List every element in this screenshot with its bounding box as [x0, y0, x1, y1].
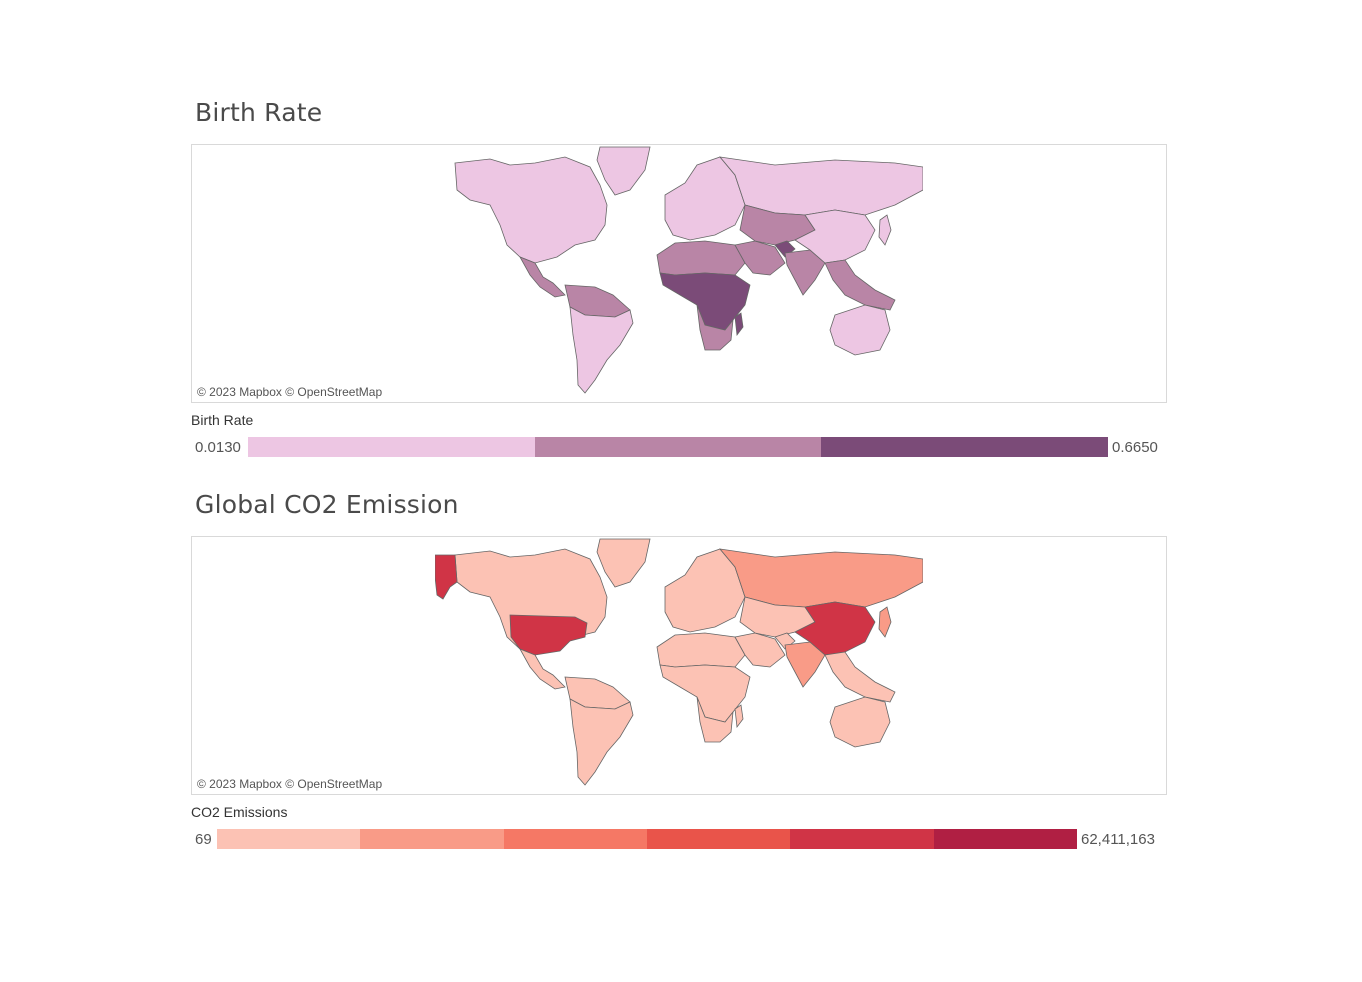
country-southern-africa[interactable] [696, 696, 734, 743]
legend-title: CO2 Emissions [191, 804, 288, 820]
map-title: Birth Rate [195, 98, 323, 127]
country-japan[interactable] [878, 214, 892, 246]
country-north-africa[interactable] [656, 240, 746, 276]
legend-swatch [248, 437, 535, 457]
map-title: Global CO2 Emission [195, 490, 459, 519]
legend-title: Birth Rate [191, 412, 254, 428]
birth-rate-section: Birth Rate © 2023 Mapbox © OpenStreetMap… [191, 98, 1167, 468]
legend-swatch [503, 829, 647, 849]
legend-swatch [933, 829, 1077, 849]
country-southern-africa[interactable] [696, 304, 734, 351]
country-south-america[interactable] [569, 306, 634, 394]
country-greenland[interactable] [596, 538, 651, 588]
country-southeast-asia[interactable] [824, 651, 896, 703]
legend-swatch [821, 437, 1109, 457]
legend-swatch [646, 829, 791, 849]
legend-swatch [790, 829, 934, 849]
country-usa[interactable] [509, 614, 588, 656]
country-north-africa[interactable] [656, 632, 746, 668]
legend-swatch [217, 829, 361, 849]
legend-max-value: 62,411,163 [1081, 831, 1155, 848]
country-europe[interactable] [664, 156, 746, 241]
country-australia[interactable] [829, 304, 891, 356]
map-attribution: © 2023 Mapbox © OpenStreetMap [197, 777, 383, 791]
country-madagascar[interactable] [734, 704, 744, 729]
country-greenland[interactable] [596, 146, 651, 196]
legend-min-value: 0.0130 [195, 439, 241, 456]
world-map[interactable] [435, 537, 923, 794]
legend-swatch [534, 437, 822, 457]
color-legend-bar [217, 829, 1077, 849]
map-attribution: © 2023 Mapbox © OpenStreetMap [197, 385, 383, 399]
co2-emission-section: Global CO2 Emission © 2023 Mapbox © Open… [191, 490, 1167, 860]
country-japan[interactable] [878, 606, 892, 638]
map-canvas[interactable]: © 2023 Mapbox © OpenStreetMap [191, 144, 1167, 403]
legend-min-value: 69 [195, 831, 212, 848]
country-southeast-asia[interactable] [824, 259, 896, 311]
country-central-america[interactable] [519, 256, 566, 298]
country-north-america[interactable] [454, 156, 608, 264]
country-south-america[interactable] [569, 698, 634, 786]
country-europe[interactable] [664, 548, 746, 633]
country-central-america[interactable] [519, 648, 566, 690]
legend-swatch [360, 829, 504, 849]
world-map[interactable] [435, 145, 923, 402]
country-australia[interactable] [829, 696, 891, 748]
map-canvas[interactable]: © 2023 Mapbox © OpenStreetMap [191, 536, 1167, 795]
color-legend-bar [248, 437, 1109, 457]
legend-max-value: 0.6650 [1112, 439, 1158, 456]
country-madagascar[interactable] [734, 312, 744, 337]
country-alaska[interactable] [435, 554, 458, 600]
